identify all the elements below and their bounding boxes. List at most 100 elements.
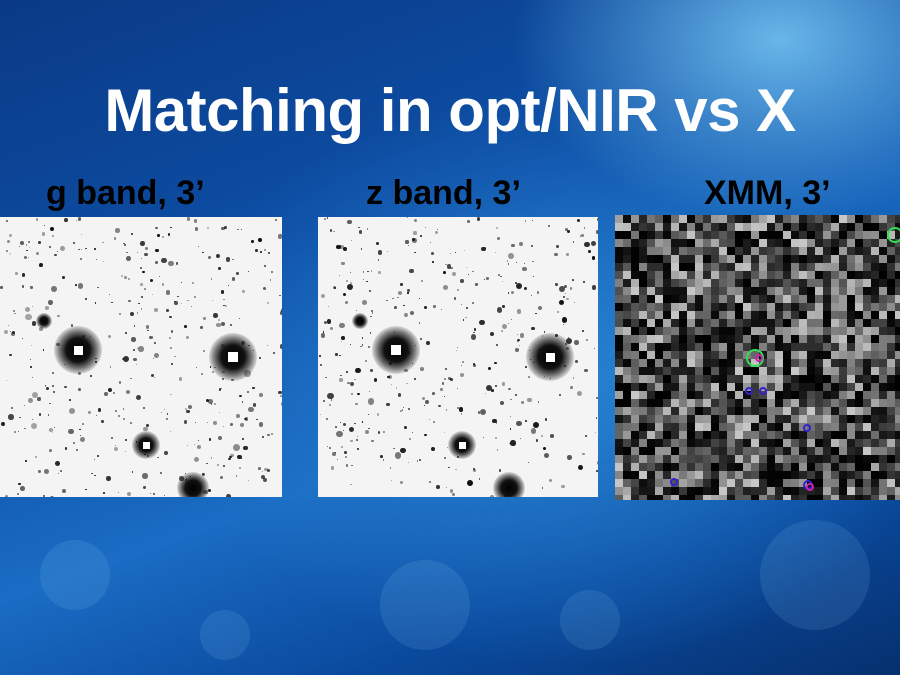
faint-source — [26, 249, 28, 252]
xray-pixel — [759, 359, 767, 367]
faint-source — [24, 460, 27, 463]
xray-pixel — [807, 431, 815, 439]
xray-pixel — [679, 423, 687, 431]
xray-pixel — [815, 327, 823, 335]
faint-source — [64, 217, 68, 222]
xray-pixel — [655, 415, 663, 423]
faint-source — [187, 300, 189, 302]
xray-pixel — [807, 455, 815, 463]
faint-source — [96, 454, 100, 458]
xray-pixel — [847, 399, 855, 407]
xray-pixel — [735, 423, 743, 431]
xray-pixel — [615, 279, 623, 287]
xray-pixel — [815, 431, 823, 439]
xray-pixel — [823, 375, 831, 383]
faint-source — [59, 246, 65, 252]
faint-source — [597, 461, 598, 466]
faint-source — [518, 344, 520, 346]
xray-pixel — [623, 231, 631, 239]
faint-source — [258, 237, 262, 242]
faint-source — [495, 226, 499, 230]
faint-source — [582, 280, 586, 284]
xray-pixel — [663, 383, 671, 391]
xray-pixel — [647, 359, 655, 367]
xray-pixel — [855, 255, 863, 263]
saturated-core — [545, 352, 555, 362]
faint-source — [461, 361, 464, 364]
faint-source — [155, 226, 158, 230]
xray-pixel — [735, 223, 743, 231]
xray-pixel — [815, 319, 823, 327]
faint-source — [164, 494, 166, 496]
faint-source — [528, 461, 530, 463]
xray-pixel — [727, 383, 735, 391]
faint-source — [577, 391, 583, 397]
xray-pixel — [735, 287, 743, 295]
xray-pixel — [663, 375, 671, 383]
xray-pixel — [871, 463, 879, 471]
xray-pixel — [799, 431, 807, 439]
faint-source — [397, 393, 402, 398]
xray-pixel — [655, 247, 663, 255]
xray-pixel — [839, 423, 847, 431]
faint-source — [425, 340, 430, 345]
xray-pixel — [751, 263, 759, 271]
xray-pixel — [783, 263, 791, 271]
faint-source — [270, 270, 273, 273]
xray-pixel — [831, 319, 839, 327]
faint-source — [122, 417, 125, 420]
xray-pixel — [871, 407, 879, 415]
xray-pixel — [823, 327, 831, 335]
xray-pixel — [671, 383, 679, 391]
xray-pixel — [743, 231, 751, 239]
faint-source — [280, 394, 282, 397]
xray-pixel — [751, 375, 759, 383]
faint-source — [87, 411, 91, 414]
xray-pixel — [695, 239, 703, 247]
xray-pixel — [615, 463, 623, 471]
xray-pixel — [839, 303, 847, 311]
faint-source — [221, 226, 225, 231]
faint-source — [201, 373, 203, 376]
xray-pixel — [655, 359, 663, 367]
xray-pixel — [727, 447, 735, 455]
xray-pixel — [815, 471, 823, 479]
xray-pixel — [775, 295, 783, 303]
faint-source — [436, 228, 438, 230]
xray-pixel — [767, 247, 775, 255]
xray-pixel — [615, 471, 623, 479]
xray-pixel — [783, 255, 791, 263]
xray-pixel — [783, 495, 791, 500]
faint-source — [174, 355, 176, 358]
xray-pixel — [703, 407, 711, 415]
xray-pixel — [791, 231, 799, 239]
faint-source — [350, 381, 355, 386]
xray-pixel — [751, 287, 759, 295]
faint-source — [47, 414, 50, 417]
xray-pixel — [815, 495, 823, 500]
xray-pixel — [839, 455, 847, 463]
xray-pixel — [735, 439, 743, 447]
xray-pixel — [775, 415, 783, 423]
faint-source — [186, 445, 188, 447]
xray-pixel — [775, 495, 783, 500]
xray-pixel — [623, 271, 631, 279]
faint-source — [79, 429, 81, 431]
xray-pixel — [879, 223, 887, 231]
xray-pixel — [879, 247, 887, 255]
faint-source — [191, 281, 195, 285]
faint-source — [530, 428, 537, 434]
xray-pixel — [631, 335, 639, 343]
faint-source — [142, 486, 146, 490]
xray-pixel — [815, 455, 823, 463]
xray-pixel — [679, 319, 687, 327]
xray-pixel — [623, 279, 631, 287]
xray-pixel — [895, 359, 900, 367]
xray-pixel — [767, 343, 775, 351]
xray-pixel — [863, 487, 871, 495]
faint-source — [527, 375, 531, 379]
xray-pixel — [647, 287, 655, 295]
xray-pixel — [623, 295, 631, 303]
xray-pixel — [759, 271, 767, 279]
faint-source — [237, 455, 242, 460]
